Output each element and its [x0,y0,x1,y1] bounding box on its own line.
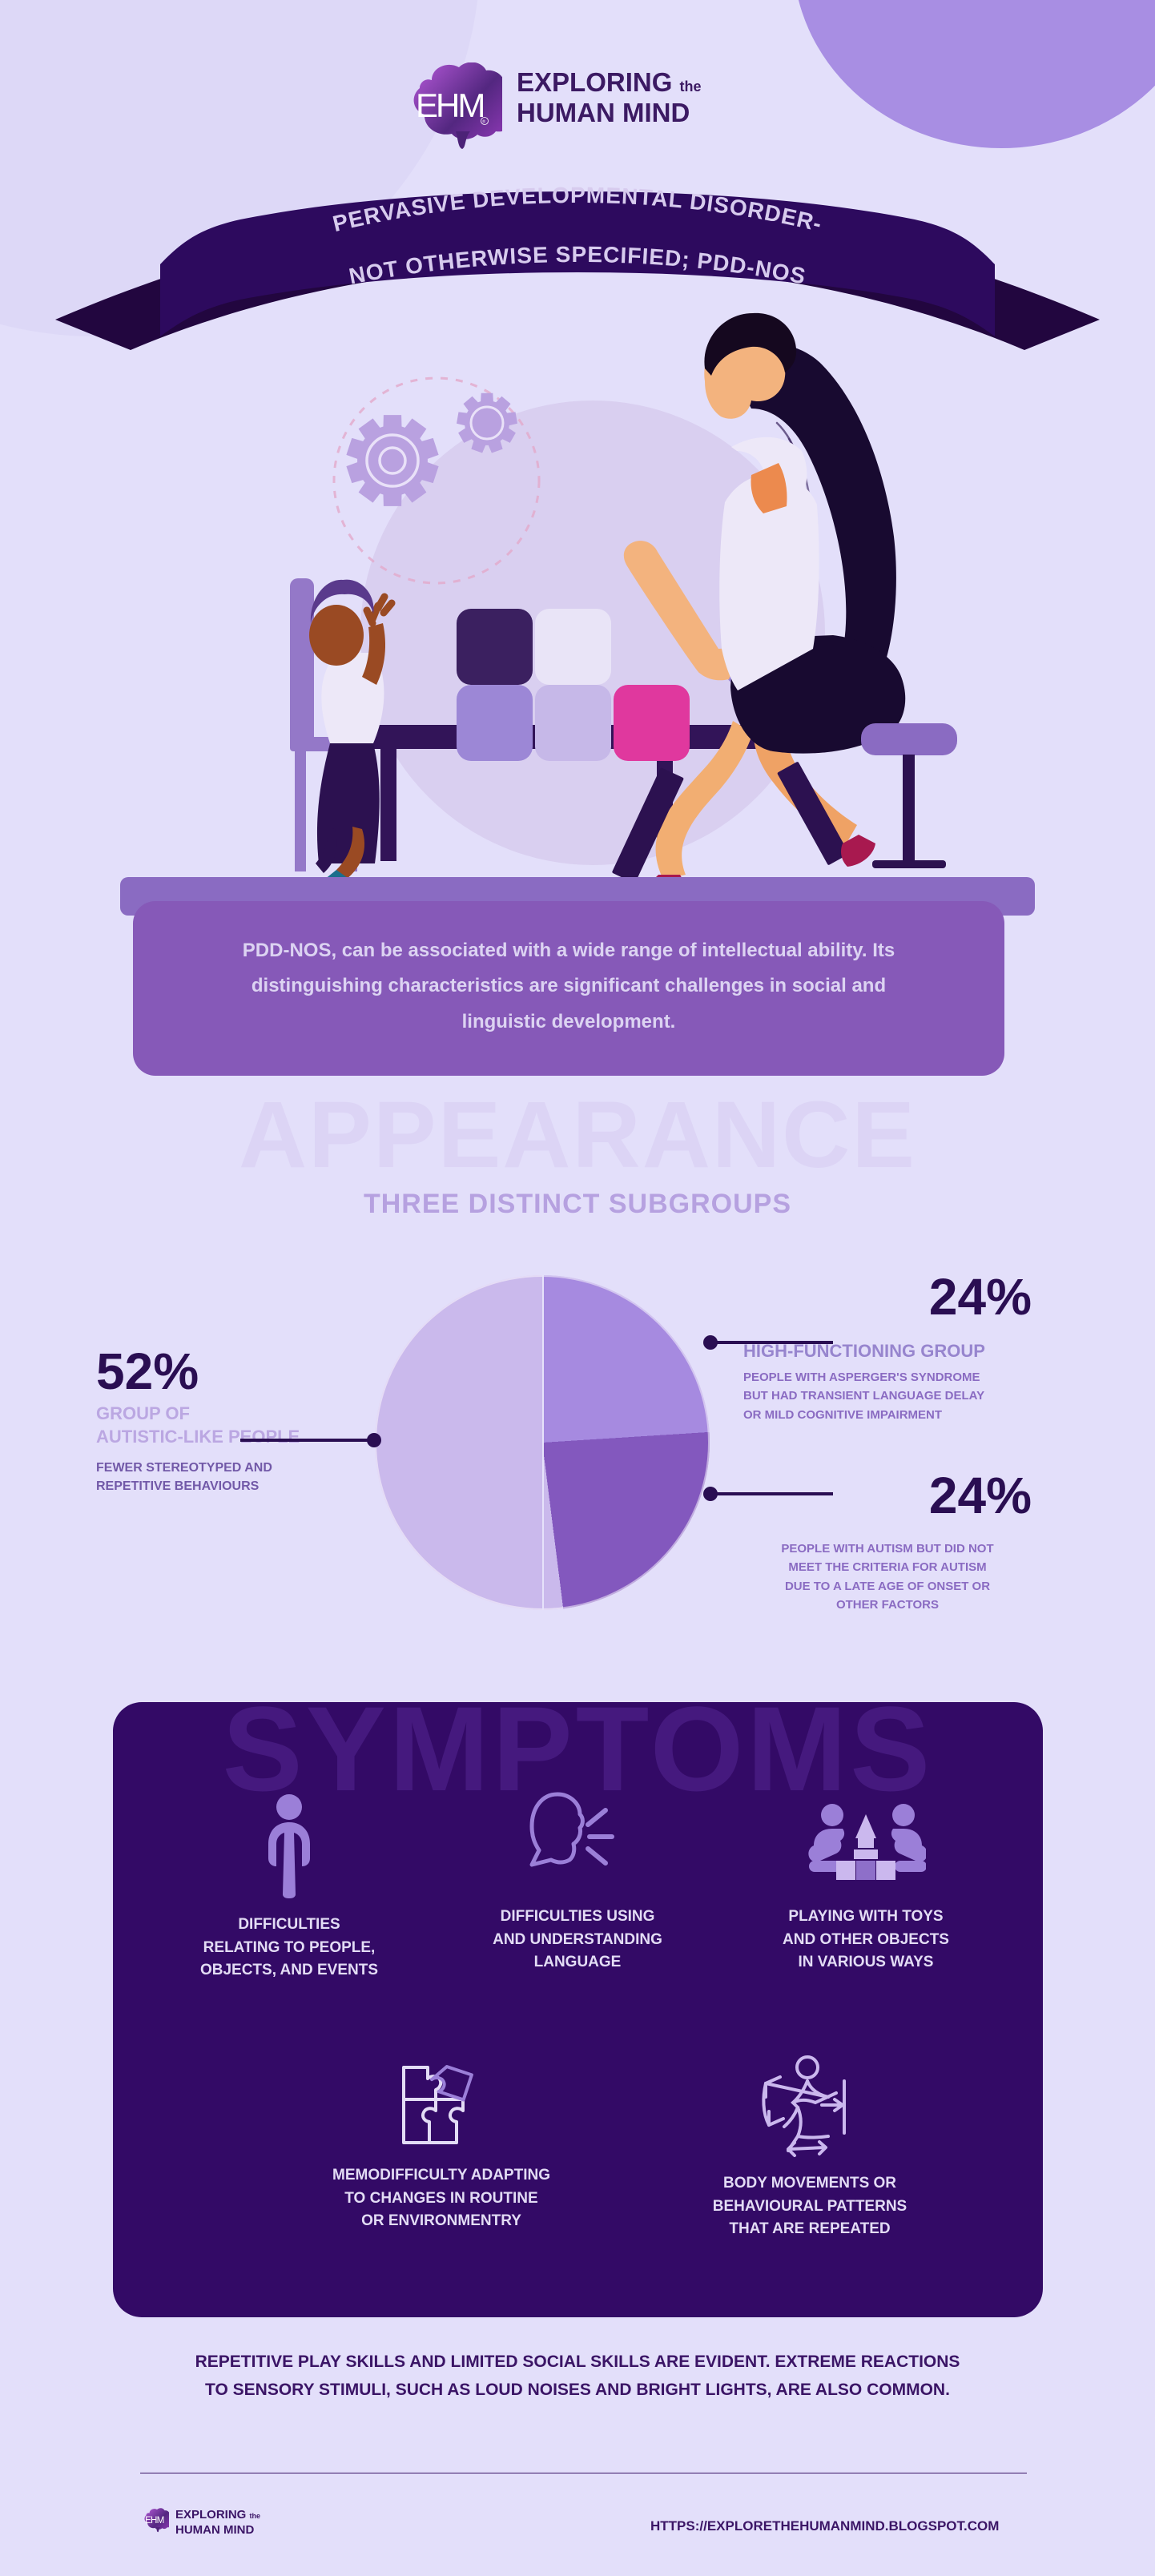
svg-text:EHM: EHM [145,2515,163,2526]
svg-text:®: ® [482,119,485,125]
svg-text:EHM: EHM [416,87,483,124]
